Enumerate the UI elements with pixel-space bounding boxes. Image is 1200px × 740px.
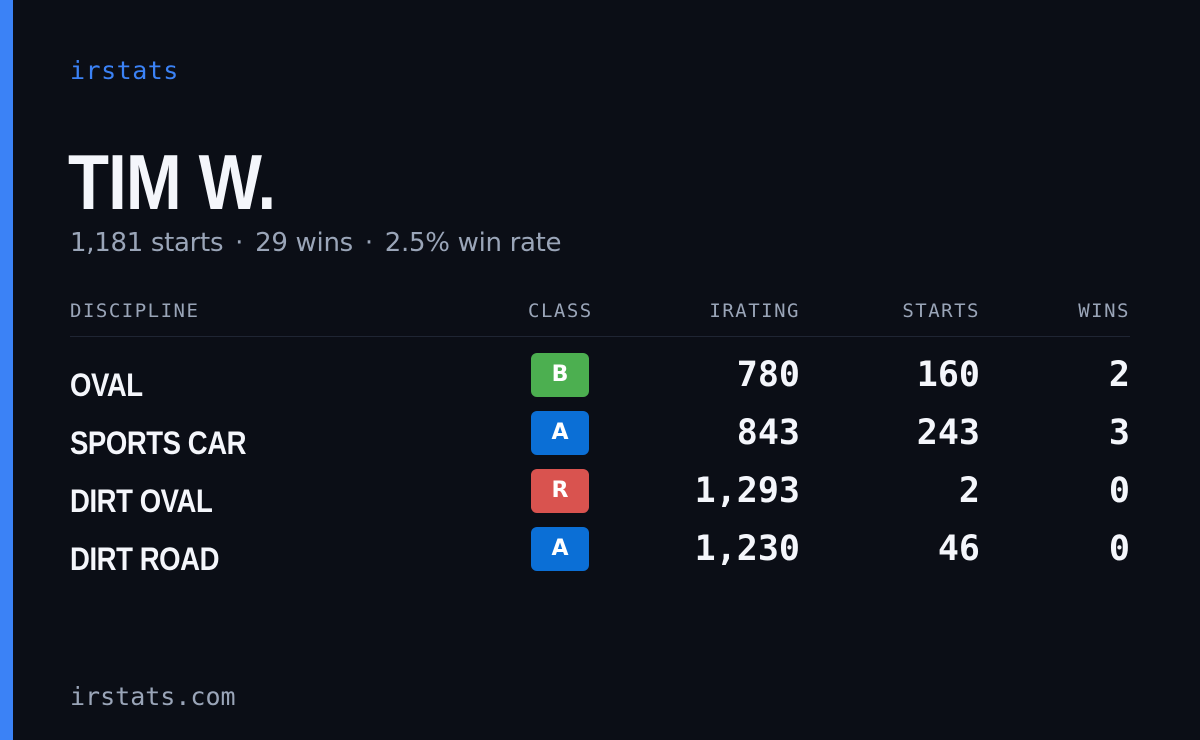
irating-value: 780	[736, 355, 800, 395]
license-class-badge: A	[531, 411, 589, 455]
license-class-badge: R	[531, 469, 589, 513]
header-class: CLASS	[528, 300, 593, 322]
driver-summary: 1,181 starts · 29 wins · 2.5% win rate	[70, 228, 562, 258]
table-row: SPORTS CAR A 843 243 3	[70, 411, 1130, 469]
separator: ·	[364, 228, 373, 258]
footer-url-link[interactable]: irstats.com	[70, 682, 236, 711]
wins-value: 2	[1108, 355, 1130, 395]
table-row: DIRT OVAL R 1,293 2 0	[70, 469, 1130, 527]
header-irating: IRATING	[709, 300, 800, 322]
irating-value: 1,230	[694, 529, 800, 569]
wins-value: 3	[1108, 413, 1130, 453]
header-discipline: DISCIPLINE	[70, 300, 200, 322]
license-class-badge: A	[531, 527, 589, 571]
total-starts: 1,181 starts	[70, 228, 224, 258]
win-rate: 2.5% win rate	[384, 228, 562, 258]
table-row: DIRT ROAD A 1,230 46 0	[70, 527, 1130, 585]
header-wins: WINS	[1078, 300, 1130, 322]
discipline-name: DIRT ROAD	[70, 541, 220, 577]
starts-value: 46	[937, 529, 980, 569]
irating-value: 843	[736, 413, 800, 453]
discipline-name: SPORTS CAR	[70, 425, 247, 461]
brand-logo[interactable]: irstats	[70, 56, 179, 85]
separator: ·	[235, 228, 244, 258]
wins-value: 0	[1108, 471, 1130, 511]
discipline-stats-table: DISCIPLINE CLASS IRATING STARTS WINS OVA…	[70, 298, 1130, 577]
starts-value: 2	[958, 471, 980, 511]
license-class-badge: B	[531, 353, 589, 397]
discipline-name: DIRT OVAL	[70, 483, 213, 519]
table-row: OVAL B 780 160 2	[70, 353, 1130, 411]
starts-value: 160	[916, 355, 980, 395]
wins-value: 0	[1108, 529, 1130, 569]
total-wins: 29 wins	[255, 228, 353, 258]
discipline-name: OVAL	[70, 367, 143, 403]
table-header: DISCIPLINE CLASS IRATING STARTS WINS	[70, 298, 1130, 337]
irating-value: 1,293	[694, 471, 800, 511]
starts-value: 243	[916, 413, 980, 453]
table-body: OVAL B 780 160 2 SPORTS CAR A 843 243 3 …	[70, 353, 1130, 585]
accent-bar	[0, 0, 13, 740]
header-starts: STARTS	[902, 300, 980, 322]
driver-name: TIM W.	[68, 138, 276, 226]
